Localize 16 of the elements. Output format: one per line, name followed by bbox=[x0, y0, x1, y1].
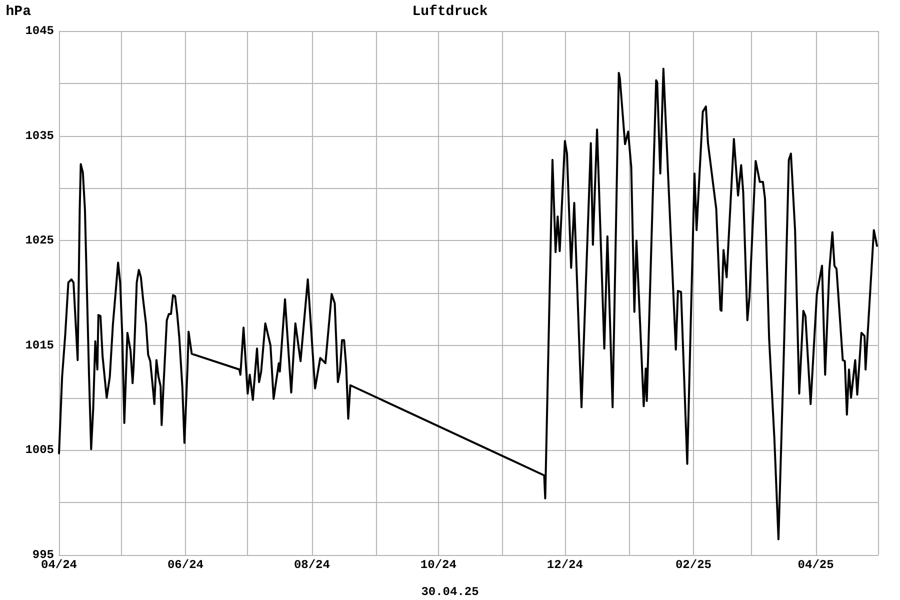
x-tick-label: 04/25 bbox=[798, 558, 834, 572]
x-tick-label: 02/25 bbox=[675, 558, 712, 572]
line-series bbox=[58, 68, 878, 540]
chart-title: Luftdruck bbox=[412, 4, 488, 20]
x-tick-label: 10/24 bbox=[420, 558, 456, 572]
y-axis-title: hPa bbox=[6, 4, 32, 20]
x-tick-label: 12/24 bbox=[546, 558, 583, 572]
x-tick-label: 06/24 bbox=[167, 558, 204, 572]
y-tick-label: 1045 bbox=[25, 24, 54, 38]
y-tick-label: 1005 bbox=[25, 443, 54, 458]
y-tick-label: 1015 bbox=[25, 338, 54, 352]
x-tick-label: 08/24 bbox=[294, 558, 330, 572]
y-tick-label: 1035 bbox=[25, 128, 54, 143]
x-tick-label: 04/24 bbox=[40, 558, 78, 572]
text: 30.04.25 bbox=[421, 585, 479, 599]
y-tick-label: 1025 bbox=[25, 234, 54, 248]
